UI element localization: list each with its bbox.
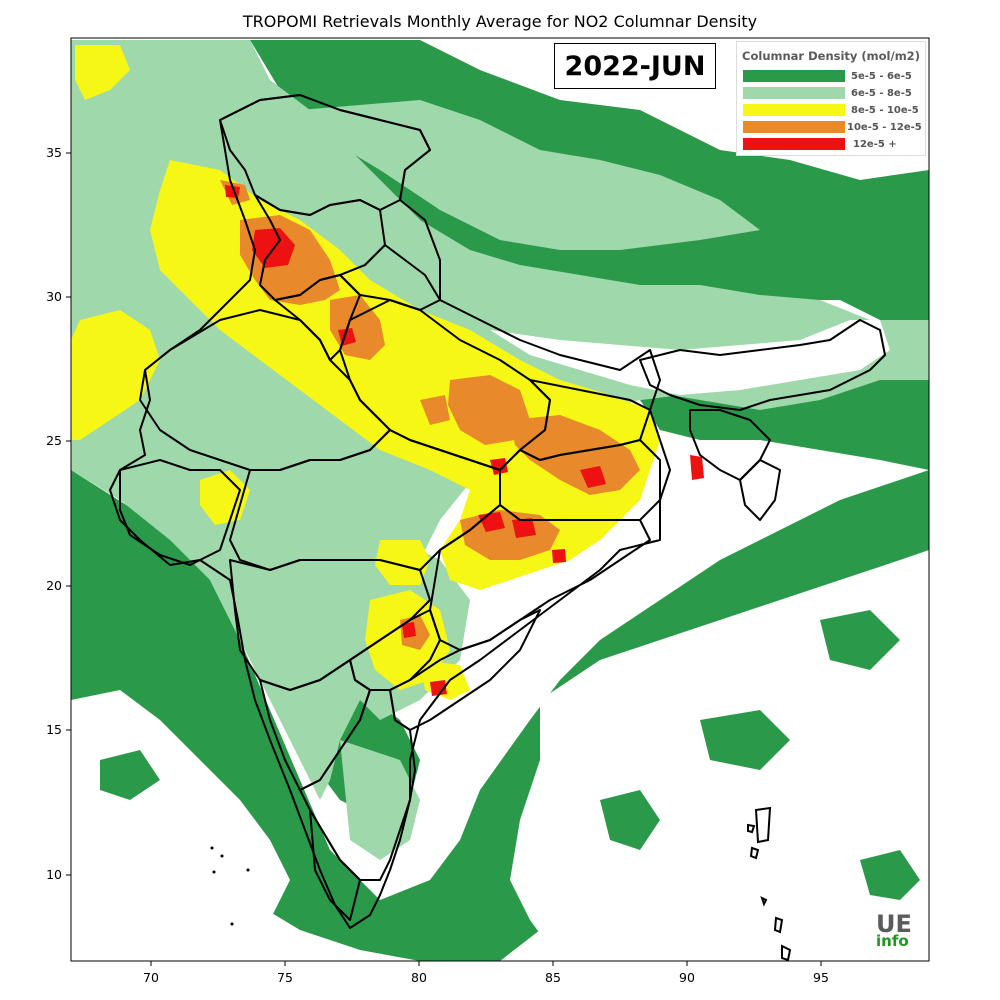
- legend-label: 5e-5 - 6e-5: [851, 70, 912, 82]
- x-tick-label: 70: [143, 970, 159, 985]
- x-tick-label: 90: [679, 970, 695, 985]
- plot-frame: [70, 37, 930, 962]
- date-label: 2022-JUN: [554, 43, 716, 89]
- legend-swatch: [743, 104, 845, 116]
- y-tick-label: 20: [46, 578, 62, 593]
- legend-label: 8e-5 - 10e-5: [851, 104, 919, 116]
- lakshadweep-islands: [210, 846, 250, 926]
- india-outline: [109, 94, 671, 929]
- map-title: TROPOMI Retrievals Monthly Average for N…: [242, 12, 758, 31]
- legend-item: 6e-5 - 8e-5: [743, 86, 912, 100]
- no-data-northeast: [490, 320, 890, 395]
- y-tick-label: 15: [46, 722, 62, 737]
- legend-label: 12e-5 +: [853, 138, 897, 150]
- legend-swatch: [743, 70, 845, 82]
- legend-label: 10e-5 - 12e-5: [847, 121, 922, 133]
- logo-sub-text: info: [876, 932, 909, 950]
- legend-swatch: [743, 138, 845, 150]
- legend-item: 5e-5 - 6e-5: [743, 69, 912, 83]
- legend-item: 10e-5 - 12e-5: [743, 120, 922, 134]
- legend-swatch: [743, 121, 845, 133]
- x-tick-label: 95: [813, 970, 829, 985]
- y-tick-label: 25: [46, 433, 62, 448]
- density-specks-south: [100, 610, 920, 900]
- legend-item: 12e-5 +: [743, 137, 897, 151]
- tick-marks: [66, 152, 822, 966]
- logo-main-text: UE: [876, 910, 912, 938]
- x-tick-label: 80: [411, 970, 427, 985]
- x-tick-label: 75: [277, 970, 293, 985]
- y-tick-label: 10: [46, 867, 62, 882]
- legend-swatch: [743, 87, 845, 99]
- ue-info-logo: UE info: [876, 912, 912, 949]
- legend-title: Columnar Density (mol/m2): [742, 49, 920, 63]
- legend-label: 6e-5 - 8e-5: [851, 87, 912, 99]
- andaman-nicobar-islands: [747, 806, 792, 961]
- legend-item: 8e-5 - 10e-5: [743, 103, 919, 117]
- y-tick-label: 30: [46, 289, 62, 304]
- legend: Columnar Density (mol/m2) 5e-5 - 6e-5 6e…: [736, 41, 926, 156]
- y-tick-label: 35: [46, 145, 62, 160]
- x-tick-label: 85: [545, 970, 561, 985]
